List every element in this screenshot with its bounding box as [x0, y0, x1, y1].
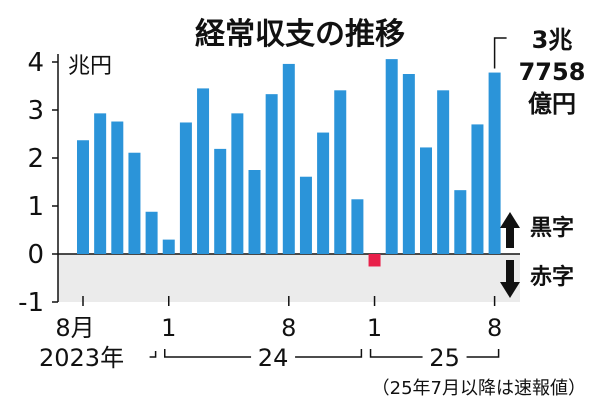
legend-surplus-label: 黒字 [530, 215, 574, 241]
y-tick-label: 0 [27, 240, 44, 270]
legend-surplus: 黒字 [500, 212, 574, 248]
last-value-annotation: 3兆 7758 億円 [493, 26, 586, 118]
legend-deficit: 赤字 [500, 260, 574, 298]
x-month-label: 8 [487, 314, 502, 342]
year-bracket [149, 351, 157, 358]
bar-2025-03 [402, 74, 415, 254]
x-axis: 8月 1 8 1 8 2023年 24 25 [39, 296, 502, 372]
y-tick-label: -1 [18, 288, 44, 318]
y-tick-labels: -1 0 1 2 3 4 [18, 48, 44, 318]
bar-2025-07 [471, 124, 484, 255]
legend-deficit-label: 赤字 [530, 264, 574, 290]
bar-series [77, 59, 501, 267]
year-bracket [295, 349, 363, 358]
chart-title: 経常収支の推移 [195, 17, 405, 52]
negative-zone-background [58, 254, 520, 302]
bar-2023-12 [145, 211, 158, 254]
bar-2024-11 [334, 90, 347, 254]
bar-2024-10 [317, 132, 330, 254]
bar-2024-09 [299, 176, 312, 254]
bar-2025-05 [437, 90, 450, 254]
year-bracket [466, 349, 500, 358]
bar-2024-06 [248, 170, 261, 254]
annotation-line-1: 3兆 [532, 26, 573, 54]
bar-2025-06 [454, 190, 467, 254]
y-tick-label: 4 [27, 48, 44, 78]
bar-2024-12 [351, 199, 364, 254]
unit-label: 兆円 [68, 54, 112, 79]
x-month-label: 1 [367, 314, 382, 342]
bar-2025-02 [385, 59, 398, 255]
bar-2024-05 [231, 113, 244, 254]
y-tick-marks [52, 61, 58, 303]
annotation-line-2: 7758 [519, 58, 586, 86]
y-tick-label: 2 [27, 144, 44, 174]
year-bracket [164, 349, 252, 358]
year-label: 2023年 [39, 344, 124, 372]
x-month-label: 8 [281, 314, 296, 342]
year-label: 24 [258, 344, 289, 372]
bar-2024-03 [197, 88, 210, 255]
bar-2024-02 [179, 122, 192, 254]
x-month-label: 8月 [55, 314, 94, 342]
arrow-up-icon [500, 212, 520, 248]
bar-2024-04 [214, 148, 227, 254]
bar-2024-08 [282, 63, 295, 254]
bar-2025-08 [488, 72, 501, 254]
bar-2023-09 [94, 113, 107, 254]
annotation-line-3: 億円 [528, 90, 576, 118]
bar-2025-04 [420, 147, 432, 254]
bar-2023-08 [77, 140, 89, 254]
annotation-leader-line [493, 37, 507, 69]
bar-2023-10 [111, 121, 124, 255]
year-label: 25 [429, 344, 460, 372]
bar-2023-11 [128, 152, 141, 254]
bar-2024-07 [265, 94, 278, 254]
bar-2024-01 [162, 239, 175, 254]
footnote: （25年7月以降は速報値） [372, 378, 586, 399]
y-tick-label: 3 [27, 96, 44, 126]
arrow-down-icon [500, 260, 520, 298]
year-bracket [369, 349, 423, 358]
y-tick-label: 1 [27, 192, 44, 222]
bar-2025-01 [368, 254, 381, 267]
x-month-label: 1 [161, 314, 176, 342]
